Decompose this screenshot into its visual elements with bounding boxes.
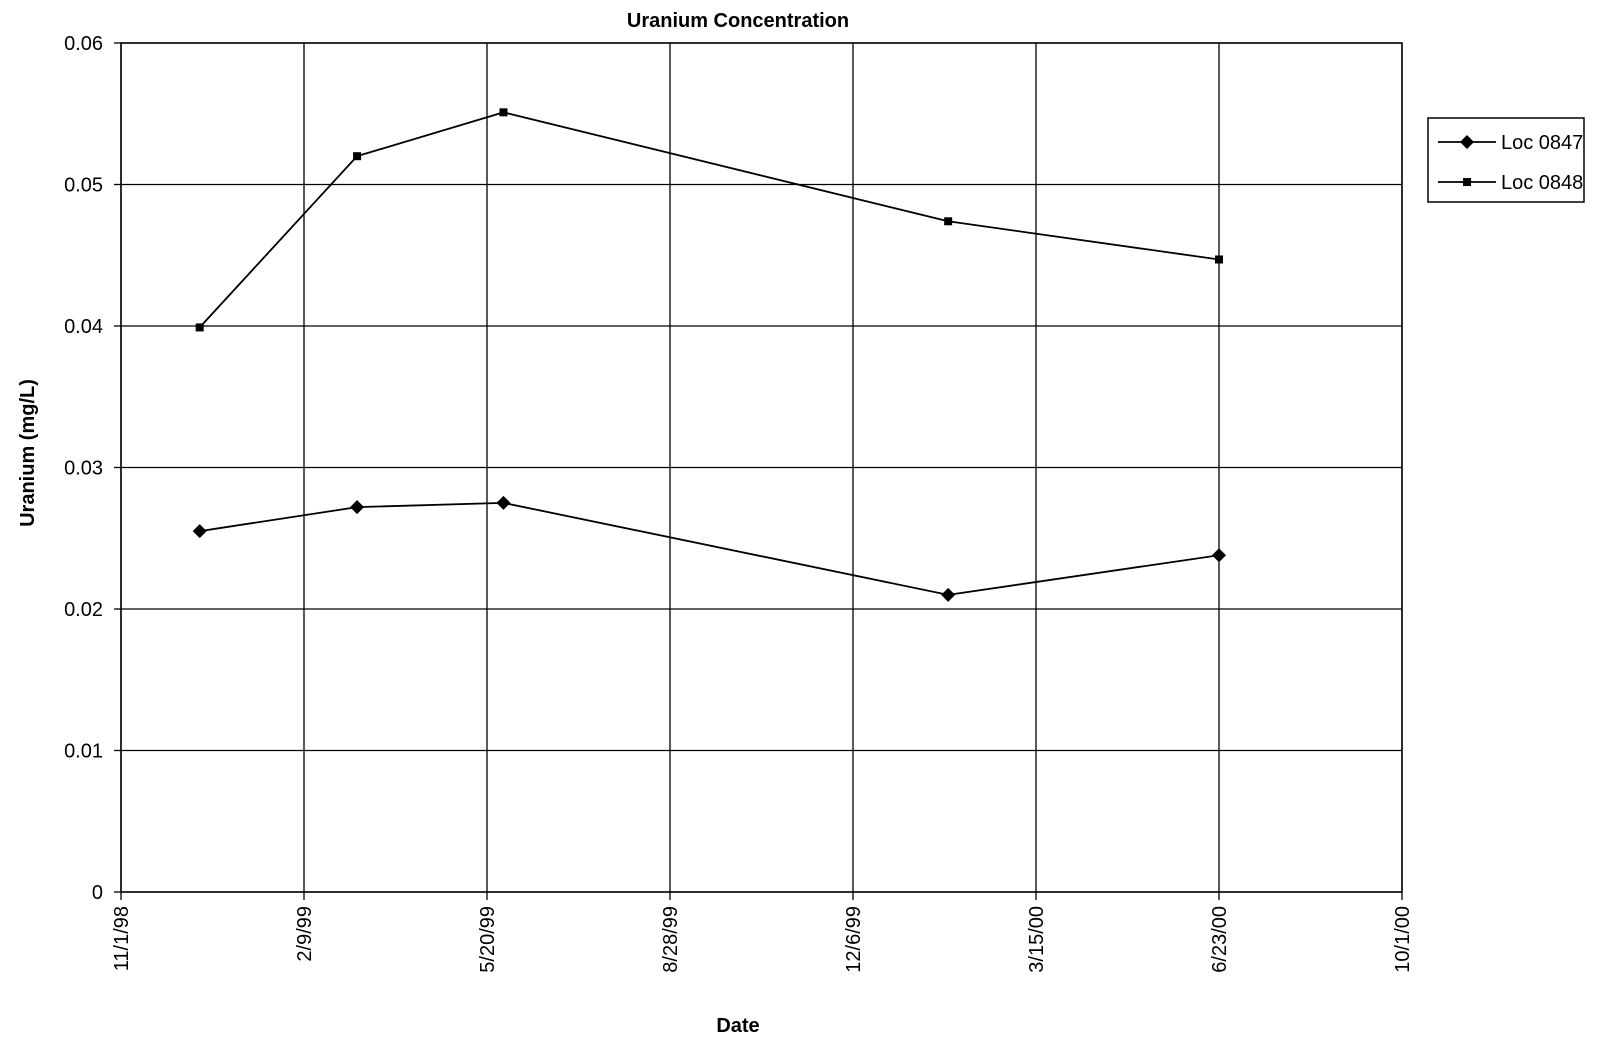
y-tick-label: 0.05 (64, 175, 103, 197)
legend-marker (1463, 178, 1471, 186)
y-tick-label: 0.04 (64, 316, 103, 338)
x-tick-label: 3/15/00 (1026, 906, 1048, 973)
data-point (350, 500, 365, 515)
data-point (941, 587, 956, 602)
x-tick-label: 11/1/98 (111, 906, 133, 971)
data-point (1215, 255, 1223, 264)
x-tick-label: 2/9/99 (294, 906, 316, 962)
chart-title: Uranium Concentration (627, 10, 849, 32)
x-tick-label: 6/23/00 (1209, 906, 1231, 973)
data-point (1212, 548, 1226, 563)
legend-box (1427, 117, 1585, 203)
data-point (192, 524, 207, 539)
x-tick-label: 12/6/99 (843, 906, 865, 973)
data-point (496, 495, 511, 510)
legend-item: Loc 0848 (1438, 172, 1583, 194)
y-tick-label: 0.06 (64, 33, 103, 55)
data-point (944, 217, 953, 226)
y-tick-label: 0 (92, 882, 103, 904)
series-diamond (192, 495, 1226, 602)
series-line (199, 111, 1220, 329)
y-tick-label: 0.03 (64, 458, 103, 480)
y-axis-title: Uranium (mg/L) (17, 379, 39, 527)
series-square (195, 108, 1223, 332)
x-tick-label: 8/28/99 (660, 906, 682, 973)
legend-label: Loc 0848 (1501, 172, 1583, 194)
series (192, 108, 1226, 602)
x-axis-title: Date (716, 1015, 759, 1037)
data-point (499, 108, 508, 117)
y-tick-label: 0.01 (64, 741, 103, 763)
axes: 0 0.01 0.02 0.03 0.04 0.05 0.06 11/1/98 2/9/99 5/… (64, 33, 1414, 973)
data-point (195, 323, 204, 332)
data-point (353, 152, 362, 161)
grid (120, 42, 1403, 893)
legend-label: Loc 0847 (1501, 132, 1583, 154)
x-tick-label: 5/20/99 (477, 906, 499, 973)
series-line (199, 501, 1220, 596)
legend-item: Loc 0847 (1438, 132, 1583, 154)
legend-marker (1460, 135, 1474, 149)
y-tick-label: 0.02 (64, 599, 103, 621)
x-tick-label: 10/1/00 (1392, 906, 1414, 973)
legend: Loc 0847 Loc 0848 (1427, 117, 1585, 203)
